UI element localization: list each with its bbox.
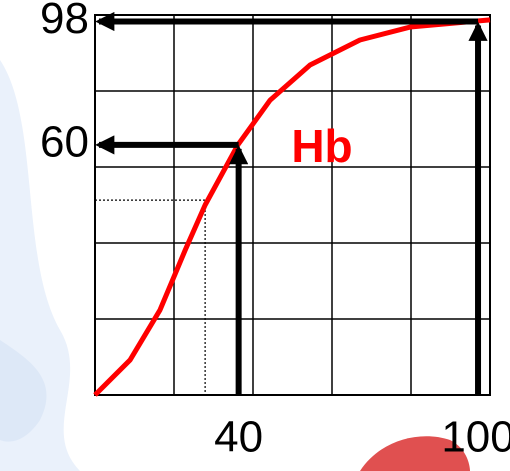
- dotted-guide: [95, 200, 205, 395]
- x-tick-label: 40: [214, 413, 263, 462]
- grid: [95, 15, 490, 395]
- y-tick-label: 60: [40, 118, 89, 167]
- plot-frame: [95, 15, 490, 395]
- curve: [95, 20, 490, 395]
- y-tick-label: 98: [40, 0, 89, 43]
- chart: 60 98 40 100 Hb: [0, 0, 510, 471]
- x-tick-label: 100: [441, 413, 510, 462]
- curve-label: Hb: [291, 120, 352, 172]
